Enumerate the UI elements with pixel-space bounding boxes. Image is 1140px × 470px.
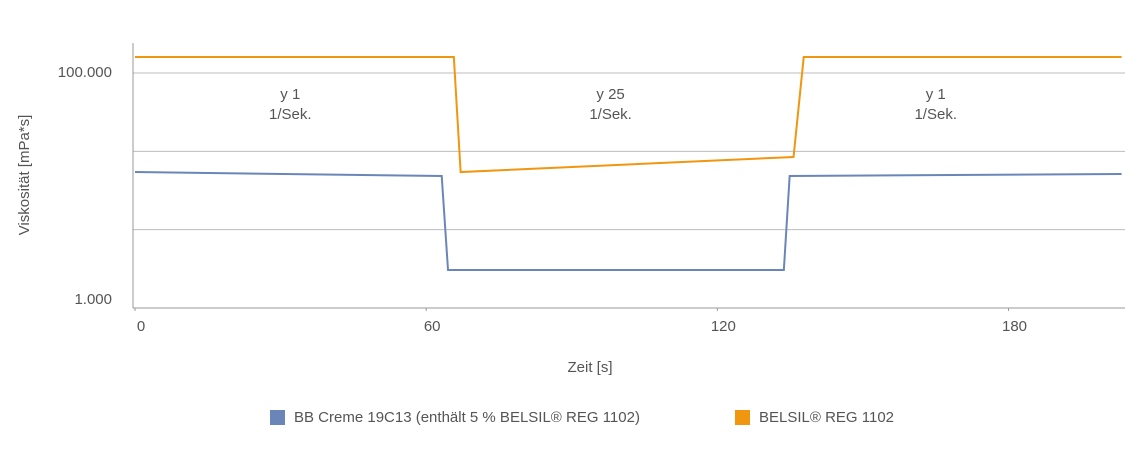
x-tick-label: 120 — [711, 318, 736, 335]
y-tick-label: 100.000 — [58, 64, 112, 81]
x-tick-label: 180 — [1002, 318, 1027, 335]
series-line — [135, 56, 1122, 174]
annotation: 1/Sek. — [914, 106, 957, 123]
series-line — [134, 171, 1122, 272]
x-axis-label: Zeit [s] — [567, 359, 612, 376]
annotation: 1/Sek. — [269, 106, 312, 123]
y-axis-label: Viskosität [mPa*s] — [16, 115, 33, 236]
legend-swatch — [270, 410, 285, 425]
annotation: y 25 — [596, 86, 624, 103]
legend-label: BB Creme 19C13 (enthält 5 % BELSIL® REG … — [294, 409, 640, 426]
annotation: y 1 — [280, 86, 300, 103]
annotation: 1/Sek. — [589, 106, 632, 123]
annotation: y 1 — [926, 86, 946, 103]
x-tick-label: 60 — [424, 318, 441, 335]
legend-swatch — [735, 410, 750, 425]
x-tick-label: 0 — [137, 318, 145, 335]
legend-label: BELSIL® REG 1102 — [759, 409, 894, 426]
y-tick-label: 1.000 — [74, 291, 112, 308]
